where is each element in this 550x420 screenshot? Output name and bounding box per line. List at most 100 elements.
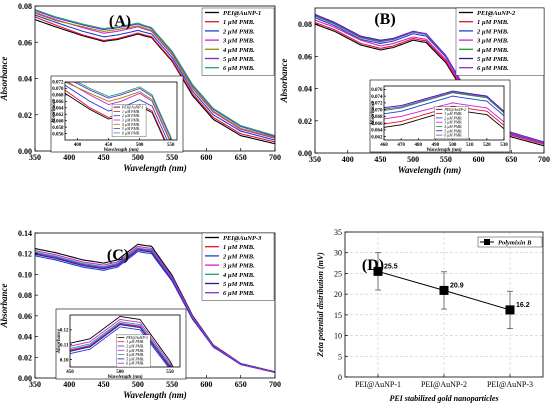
series-line-2 bbox=[34, 16, 276, 143]
inset-legend: PEI@AuNP-11 µM PMB.2 µM PMB.3 µM PMB.4 µ… bbox=[111, 104, 147, 137]
inset-legend-entry: 1 µM PMB. bbox=[126, 340, 144, 344]
legend-entry: Polymixin B bbox=[498, 240, 532, 247]
x-tick-label: 500 bbox=[132, 153, 144, 162]
inset-x-tick-label: 480 bbox=[415, 143, 423, 148]
inset-series-line-6 bbox=[73, 82, 172, 140]
legend-entry: 2 µM PMB. bbox=[222, 28, 255, 35]
inset-y-tick-label: 0.068 bbox=[52, 94, 64, 99]
legend-entry: 6 µM PMB. bbox=[223, 290, 255, 297]
x-tick-label: 650 bbox=[235, 153, 247, 162]
inset: 400 450 500 5500.0560.0580.0600.0620.0640.0… bbox=[50, 75, 184, 153]
inset-series-line-4 bbox=[70, 318, 173, 367]
inset-legend-entry: 4 µM PMB. bbox=[444, 125, 462, 129]
series-line-1 bbox=[34, 19, 276, 145]
inset-legend-entry: 5 µM PMB. bbox=[444, 129, 462, 133]
x-tick-label: 550 bbox=[440, 155, 452, 164]
inset-series-line-7 bbox=[76, 82, 173, 140]
panel-label: (C) bbox=[107, 247, 129, 264]
inset-series-line-7 bbox=[384, 91, 504, 113]
inset-x-title: Wavelength (nm) bbox=[426, 148, 462, 153]
y-tick-label: 0.02 bbox=[298, 117, 312, 126]
x-tick-label: 650 bbox=[505, 155, 517, 164]
panel-a: 350 400 450 500 550 600 650 700 0.00 0.02 0.04 0.06… bbox=[0, 2, 281, 173]
inset-y-title: Absorbance bbox=[57, 328, 62, 354]
inset-series-line-4 bbox=[384, 102, 504, 123]
y-axis-title: Zeta potential distribution (mV) bbox=[316, 252, 325, 358]
x-tick-label: 350 bbox=[309, 155, 321, 164]
x-axis-title: Wavelength (nm) bbox=[123, 163, 187, 173]
inset-legend-entry: 6 µM PMB. bbox=[444, 134, 462, 138]
legend-entry: 5 µM PMB. bbox=[223, 281, 255, 288]
inset-x-tick-label: 520 bbox=[483, 143, 491, 148]
data-point bbox=[373, 266, 383, 276]
legend: PEI@AuNP-3 1 µM PMB. 2 µM PMB. 3 µM PMB. 4 µ… bbox=[201, 232, 275, 301]
x-tick-label: 550 bbox=[166, 380, 178, 389]
data-point bbox=[505, 305, 515, 315]
inset-legend-entry: 5 µM PMB. bbox=[126, 357, 144, 361]
inset-x-tick-label: 400 bbox=[74, 143, 82, 148]
legend-entry: 1 µM PMB. bbox=[477, 19, 509, 26]
legend-entry: 6 µM PMB. bbox=[477, 65, 509, 72]
legend-swatch-marker bbox=[484, 239, 490, 245]
inset-series-line-3 bbox=[384, 95, 504, 117]
x-tick-label: 400 bbox=[63, 380, 75, 389]
inset-legend-entry: 3 µM PMB. bbox=[126, 349, 144, 353]
y-tick-label: 0.06 bbox=[18, 38, 32, 47]
x-tick-label: PEI@AuNP-2 bbox=[421, 380, 467, 389]
inset-x-title: Wavelength (nm) bbox=[107, 375, 143, 380]
series-line-3 bbox=[34, 14, 276, 141]
y-axis-title: Absorbance bbox=[0, 56, 9, 101]
y-axis-title: Absorbance bbox=[0, 283, 9, 328]
inset-series-line-4 bbox=[66, 82, 170, 140]
data-label: 16.2 bbox=[516, 302, 530, 309]
panel-b: 350 400 450 500 550 600 650 700 0.00 0.02 0.04 0.06… bbox=[279, 7, 550, 175]
inset-y-title: Absorbance bbox=[52, 98, 57, 124]
x-tick-label: 450 bbox=[374, 155, 386, 164]
legend-entry: 6 µM PMB. bbox=[223, 65, 255, 72]
y-tick-label: 0.04 bbox=[18, 75, 32, 84]
inset-y-tick-label: 0.10 bbox=[60, 358, 69, 363]
x-tick-label: 350 bbox=[29, 380, 41, 389]
inset-series-line-6 bbox=[70, 324, 171, 367]
inset-series-line-3 bbox=[70, 326, 169, 367]
data-label: 20.9 bbox=[450, 282, 464, 289]
inset-y-tick-label: 0.060 bbox=[52, 119, 64, 124]
inset-series-line-7 bbox=[70, 322, 171, 367]
series-line-6 bbox=[34, 10, 276, 138]
legend-entry: 5 µM PMB. bbox=[477, 56, 509, 63]
legend-box bbox=[201, 232, 275, 301]
legend-entry: 3 µM PMB. bbox=[222, 263, 255, 270]
inset-legend-entry: 5 µM PMB. bbox=[122, 127, 140, 131]
legend-entry: 1 µM PMB. bbox=[223, 244, 255, 251]
inset-legend-entry: 2 µM PMB. bbox=[444, 116, 462, 120]
x-tick-label: 450 bbox=[98, 380, 110, 389]
x-tick-label: 500 bbox=[132, 380, 144, 389]
y-tick-label: 0.00 bbox=[18, 147, 32, 156]
y-tick-label: 0.08 bbox=[298, 20, 312, 29]
y-tick-label: 0.12 bbox=[18, 250, 32, 259]
inset-x-tick-label: 500 bbox=[449, 143, 457, 148]
inset-series-line-1 bbox=[70, 315, 174, 367]
inset-y-tick-label: 0.074 bbox=[371, 95, 383, 100]
inset-y-tick-label: 0.068 bbox=[371, 115, 383, 120]
inset-legend: PEI@AuNP-21 µM PMB.2 µM PMB.3 µM PMB.4 µ… bbox=[434, 106, 469, 140]
inset-x-tick-label: 550 bbox=[167, 143, 175, 148]
inset-legend-entry: 2 µM PMB. bbox=[122, 114, 140, 118]
inset-y-tick-label: 0.076 bbox=[371, 88, 383, 93]
inset-legend-entry: 1 µM PMB. bbox=[444, 112, 462, 116]
inset-legend-box bbox=[434, 106, 469, 140]
inset-legend-entry: PEI@AuNP-1 bbox=[121, 106, 144, 110]
inset-series-line-5 bbox=[384, 92, 504, 114]
legend-entry: 2 µM PMB. bbox=[222, 253, 255, 260]
inset-x-title: Wavelength (nm) bbox=[103, 148, 139, 153]
panel-c: 350 400 450 500 550 600 650 700 0.00 0.02 0.04 0.06… bbox=[0, 229, 281, 400]
inset-y-tick-label: 0.056 bbox=[52, 132, 64, 137]
inset-legend-box bbox=[111, 104, 147, 137]
y-tick-label: 30 bbox=[334, 249, 342, 258]
inset-y-tick-label: 0.064 bbox=[52, 106, 64, 111]
inset-x-tick-label: 450 bbox=[105, 143, 113, 148]
inset-series-line-5 bbox=[70, 321, 172, 367]
inset-x-tick-label: 470 bbox=[397, 143, 405, 148]
y-tick-label: 0.00 bbox=[298, 149, 312, 158]
y-tick-label: 10 bbox=[334, 332, 342, 341]
